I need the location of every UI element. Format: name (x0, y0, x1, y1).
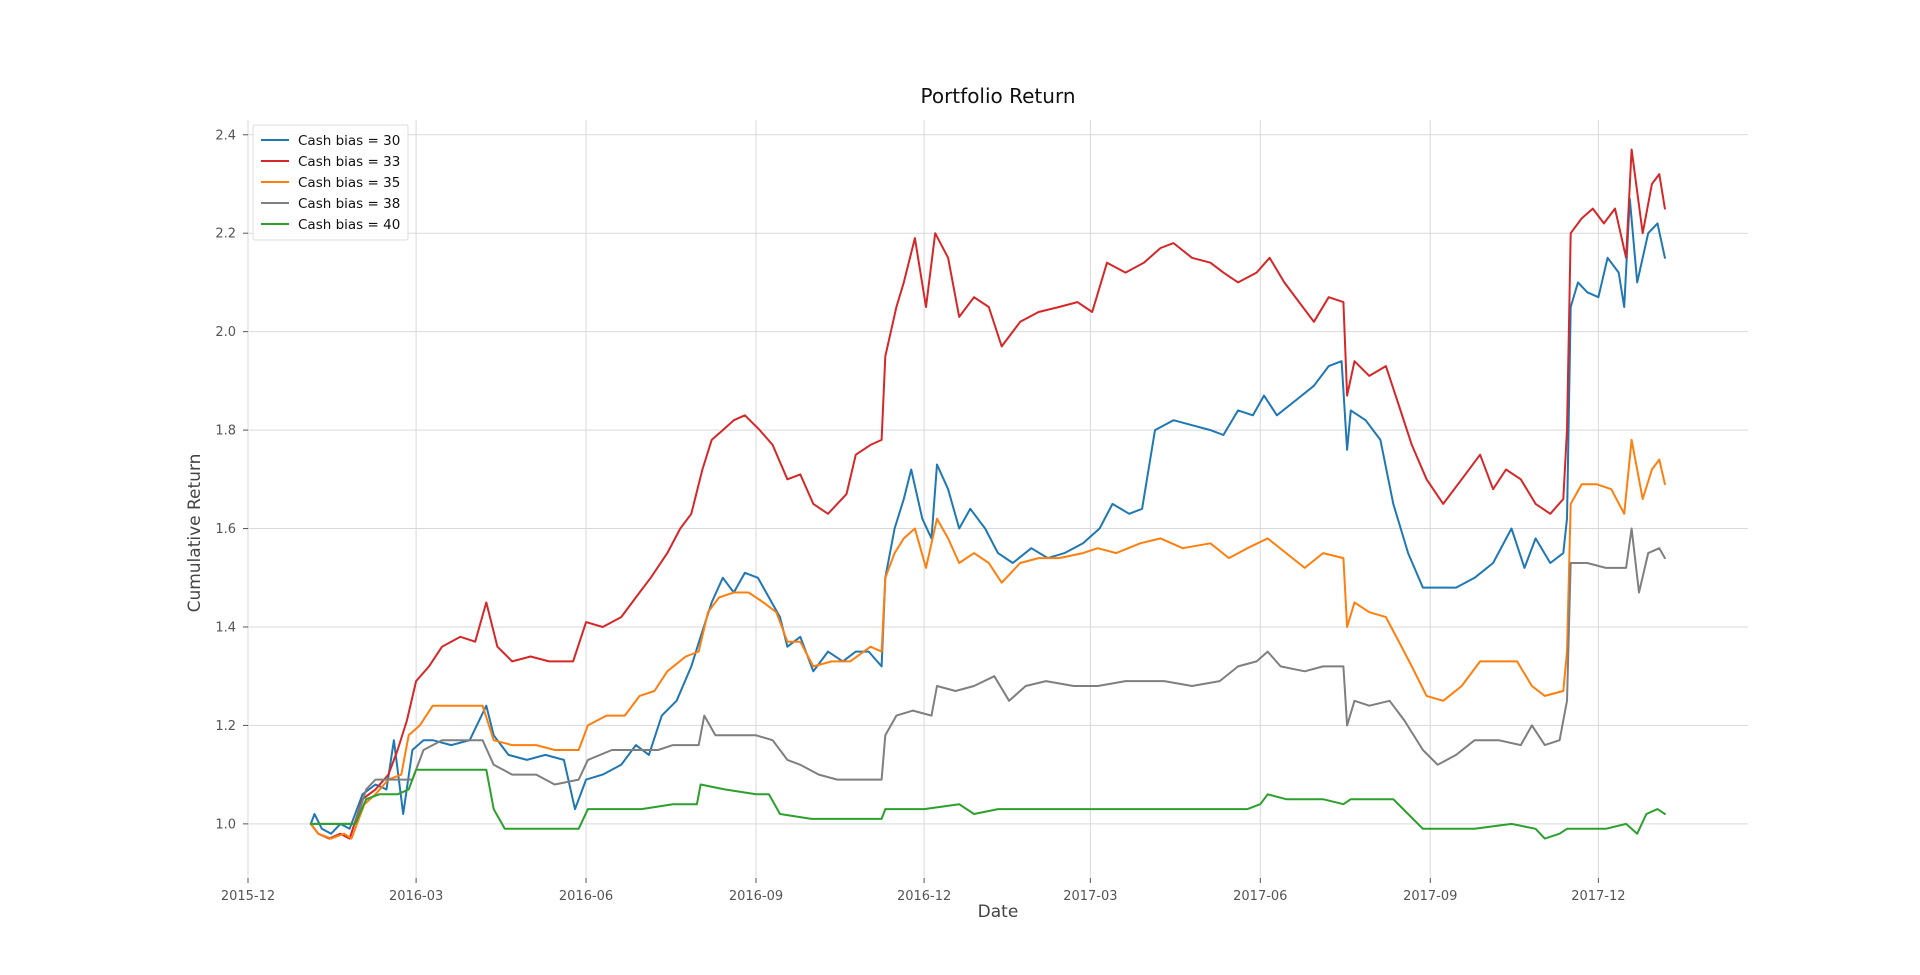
x-axis: 2015-12 2016-03 2016-06 2016-09 2016-12 2017-… (221, 878, 1626, 904)
x-tick-label: 2016-09 (729, 889, 783, 904)
legend: Cash bias = 30 Cash bias = 33 Cash bias = … (252, 124, 409, 241)
y-tick-label: 2.4 (215, 128, 236, 143)
legend-box (252, 124, 409, 241)
y-tick-label: 1.0 (215, 817, 236, 832)
grid (247, 120, 1748, 878)
series-line-2 (309, 148, 1666, 840)
x-tick-label: 2017-06 (1233, 889, 1287, 904)
x-tick-label: 2016-12 (897, 889, 951, 904)
legend-entry: Cash bias = 33 (298, 154, 400, 170)
series-line-3 (309, 438, 1666, 840)
series-lines (309, 148, 1666, 840)
chart-title: Portfolio Return (921, 84, 1076, 108)
x-tick-label: 2015-12 (221, 889, 275, 904)
legend-entry: Cash bias = 38 (298, 196, 400, 212)
y-axis-label: Cumulative Return (185, 454, 205, 613)
x-tick-label: 2017-09 (1403, 889, 1457, 904)
x-tick-label: 2017-03 (1063, 889, 1117, 904)
x-tick-label: 2016-03 (389, 889, 443, 904)
x-tick-label: 2017-12 (1571, 889, 1625, 904)
y-tick-label: 2.0 (215, 325, 236, 340)
series-line-4 (309, 527, 1666, 825)
legend-entry: Cash bias = 35 (298, 175, 400, 191)
y-tick-label: 1.2 (215, 719, 236, 734)
legend-entry: Cash bias = 40 (298, 217, 400, 233)
x-tick-label: 2016-06 (559, 889, 613, 904)
y-tick-label: 2.2 (215, 227, 236, 242)
y-tick-label: 1.4 (215, 620, 236, 635)
y-axis: 1.0 1.2 1.4 1.6 1.8 2.0 2.2 2.4 (215, 128, 248, 832)
x-axis-label: Date (978, 902, 1019, 922)
y-tick-label: 1.8 (215, 424, 236, 439)
legend-entry: Cash bias = 30 (298, 133, 400, 149)
series-line-1 (309, 197, 1666, 835)
y-tick-label: 1.6 (215, 522, 236, 537)
series-line-5 (309, 768, 1666, 840)
